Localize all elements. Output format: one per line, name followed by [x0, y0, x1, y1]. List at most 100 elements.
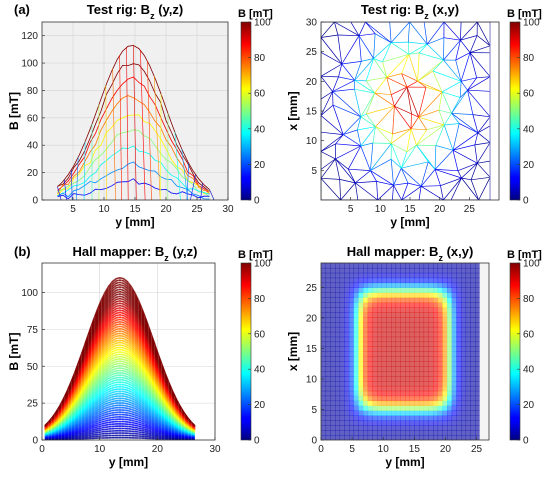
heat-cell	[335, 272, 341, 279]
colorbar-tick-label-2: 40	[254, 124, 266, 135]
heat-cell	[372, 395, 378, 402]
mesh-edge-303	[460, 35, 478, 41]
heat-cell	[409, 312, 415, 318]
heat-cell	[381, 282, 387, 288]
heat-cell	[339, 376, 345, 382]
heat-cell	[447, 317, 453, 323]
heat-cell	[428, 292, 434, 298]
heat-cell	[367, 307, 373, 313]
heat-cell	[433, 381, 439, 387]
heat-cell	[437, 390, 443, 397]
mesh-edge-259	[373, 42, 392, 59]
heat-cell	[442, 395, 448, 402]
heat-cell	[470, 435, 476, 440]
heat-cell	[475, 400, 481, 406]
heat-cell	[325, 430, 331, 436]
heat-cell	[400, 395, 406, 402]
heat-cell	[358, 312, 364, 318]
heat-cell	[461, 346, 467, 352]
heat-cell	[470, 376, 476, 382]
heat-cell	[409, 326, 415, 333]
heat-cell	[339, 282, 345, 288]
heat-cell	[451, 351, 457, 357]
heat-cell	[456, 410, 462, 416]
mesh-edge-196	[365, 80, 375, 94]
heat-cell	[405, 361, 411, 367]
mesh-edge-42	[370, 170, 394, 186]
heat-cell	[381, 263, 387, 269]
heat-cell	[358, 371, 364, 377]
heat-cell	[465, 346, 471, 352]
heat-cell	[335, 297, 341, 303]
heat-cell	[386, 351, 392, 357]
mesh-edge-207	[441, 91, 461, 98]
heat-cell	[330, 272, 336, 279]
heat-cell	[367, 282, 373, 288]
heat-cell	[395, 405, 401, 411]
chart-title-main: Hall mapper: B	[347, 244, 439, 259]
heat-cell	[461, 331, 467, 338]
mesh-edge-171	[406, 87, 412, 114]
heat-cell	[344, 410, 350, 416]
heat-cell	[335, 366, 341, 372]
heat-cell	[372, 336, 378, 343]
mesh-edge-165	[365, 92, 376, 115]
heat-cell	[386, 371, 392, 377]
heat-cell	[461, 341, 467, 347]
heat-cell	[377, 381, 383, 387]
heat-cell	[395, 381, 401, 387]
heat-cell	[381, 425, 387, 431]
heat-cell	[451, 410, 457, 416]
heat-cell	[475, 425, 481, 431]
y-axis-label: B [mT]	[7, 333, 21, 371]
heat-cell	[461, 395, 467, 402]
heat-cell	[325, 420, 331, 426]
heat-cell	[377, 435, 383, 440]
heat-cell	[414, 336, 420, 343]
mesh-edge-113	[416, 124, 445, 146]
heat-cell	[414, 272, 420, 279]
heat-cell	[377, 376, 383, 382]
heat-cell	[437, 277, 443, 284]
heat-cell	[372, 430, 378, 436]
heat-cell	[395, 292, 401, 298]
heat-cell	[475, 366, 481, 372]
heat-cell	[325, 356, 331, 362]
chart-title-main: Test rig: B	[87, 2, 150, 17]
heat-cell	[367, 376, 373, 382]
heat-cell	[381, 292, 387, 298]
heat-cell	[395, 351, 401, 357]
heat-cell	[456, 282, 462, 288]
heat-cell	[451, 317, 457, 323]
heat-cell	[353, 341, 359, 347]
mesh-edge-143	[418, 116, 427, 130]
heat-cell	[475, 287, 481, 293]
heat-cell	[447, 376, 453, 382]
heat-cell	[395, 361, 401, 367]
heat-cell	[381, 356, 387, 362]
heat-cell	[405, 420, 411, 426]
heat-cell	[330, 267, 336, 274]
heat-cell	[465, 400, 471, 406]
chart-title-main: Test rig: B	[361, 2, 424, 17]
mesh-edge-90	[474, 144, 478, 164]
mesh-edge-35	[335, 158, 341, 180]
heat-cell	[363, 277, 369, 284]
heat-cell	[377, 336, 383, 343]
heat-cell	[353, 415, 359, 421]
mesh-edge-77	[401, 161, 429, 169]
heat-cell	[372, 371, 378, 377]
mesh-edge-54	[434, 169, 462, 179]
heat-cell	[363, 371, 369, 377]
heat-cell	[367, 341, 373, 347]
heat-cell	[470, 263, 476, 269]
heat-cell	[442, 307, 448, 313]
heat-cell	[353, 272, 359, 279]
mesh-edge-272	[455, 52, 471, 61]
heat-cell	[335, 336, 341, 343]
colorbar-tick-label-3: 60	[523, 329, 535, 340]
mesh-edge-221	[338, 63, 343, 77]
heat-cell	[414, 282, 420, 288]
heat-cell	[349, 272, 355, 279]
heat-cell	[321, 390, 327, 397]
